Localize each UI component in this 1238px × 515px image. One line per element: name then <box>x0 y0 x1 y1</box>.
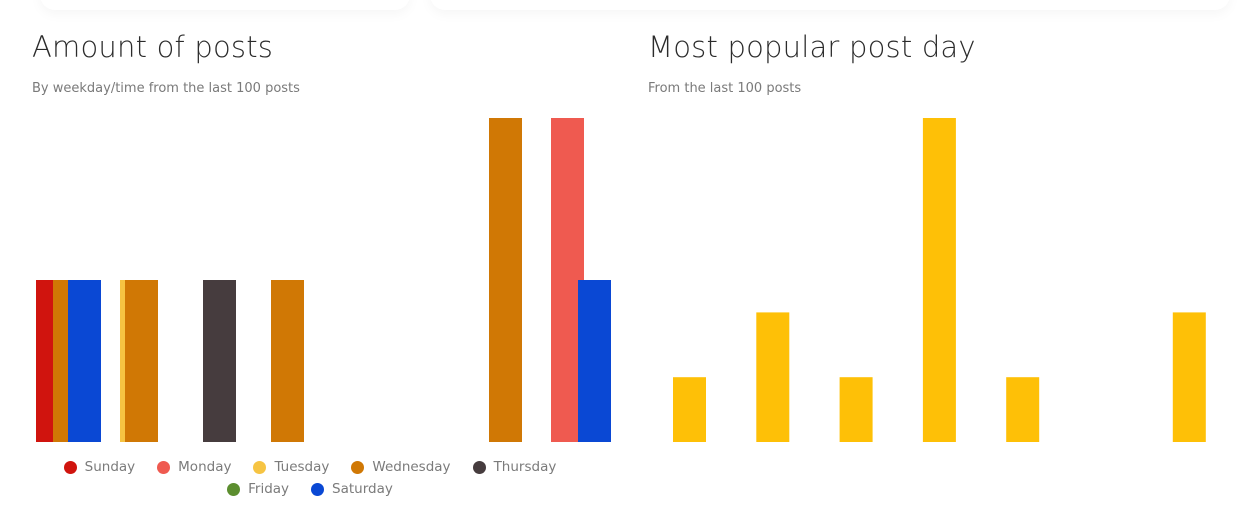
bar-saturday-2[interactable] <box>68 280 101 442</box>
left-chart-legend: Sunday Monday Tuesday Wednesday Thursday Frid… <box>30 459 590 497</box>
legend-item-saturday[interactable]: Saturday <box>311 481 393 497</box>
left-chart-subtitle: By weekday/time from the last 100 posts <box>32 81 300 96</box>
legend-item-thursday[interactable]: Thursday <box>472 459 557 475</box>
bar-wednesday-1[interactable] <box>53 280 69 442</box>
bar-thursday-5[interactable] <box>203 280 236 442</box>
legend-dot-monday <box>157 460 171 474</box>
legend-label: Saturday <box>332 481 393 497</box>
legend-dot-saturday <box>311 482 325 496</box>
legend-label: Thursday <box>493 459 557 475</box>
left-chart-title: Amount of posts <box>32 30 274 64</box>
legend-item-monday[interactable]: Monday <box>157 459 231 475</box>
bar-sunday-0[interactable] <box>36 280 53 442</box>
right-chart-title: Most popular post day <box>648 30 976 64</box>
bar-wednesday-6[interactable] <box>271 280 304 442</box>
legend-dot-tuesday <box>253 460 267 474</box>
legend-dot-friday <box>227 482 241 496</box>
bar-wednesday-4[interactable] <box>125 280 158 442</box>
legend-label: Friday <box>248 481 290 497</box>
legend-label: Monday <box>178 459 232 475</box>
popular-day-bar-3[interactable] <box>922 118 956 442</box>
bar-tuesday-3[interactable] <box>120 280 126 442</box>
popular-day-bar-6[interactable] <box>1172 312 1206 442</box>
legend-item-tuesday[interactable]: Tuesday <box>253 459 329 475</box>
legend-item-wednesday[interactable]: Wednesday <box>351 459 451 475</box>
legend-dot-thursday <box>472 460 486 474</box>
legend-dot-wednesday <box>351 460 365 474</box>
legend-label: Sunday <box>84 459 136 475</box>
legend-item-friday[interactable]: Friday <box>227 481 289 497</box>
right-chart-subtitle: From the last 100 posts <box>648 81 802 96</box>
popular-day-bar-0[interactable] <box>673 377 706 442</box>
popular-day-bar-1[interactable] <box>756 312 790 442</box>
legend-label: Tuesday <box>274 459 330 475</box>
right-card-top-edge <box>430 0 1230 10</box>
popular-day-bar-2[interactable] <box>839 377 873 442</box>
bar-wednesday-7[interactable] <box>489 118 522 442</box>
legend-item-sunday[interactable]: Sunday <box>63 459 136 475</box>
legend-dot-sunday <box>63 460 77 474</box>
popular-day-bar-4[interactable] <box>1006 377 1040 442</box>
legend-label: Wednesday <box>372 459 451 475</box>
bar-saturday-9[interactable] <box>578 280 611 442</box>
left-card-top-edge <box>40 0 410 10</box>
